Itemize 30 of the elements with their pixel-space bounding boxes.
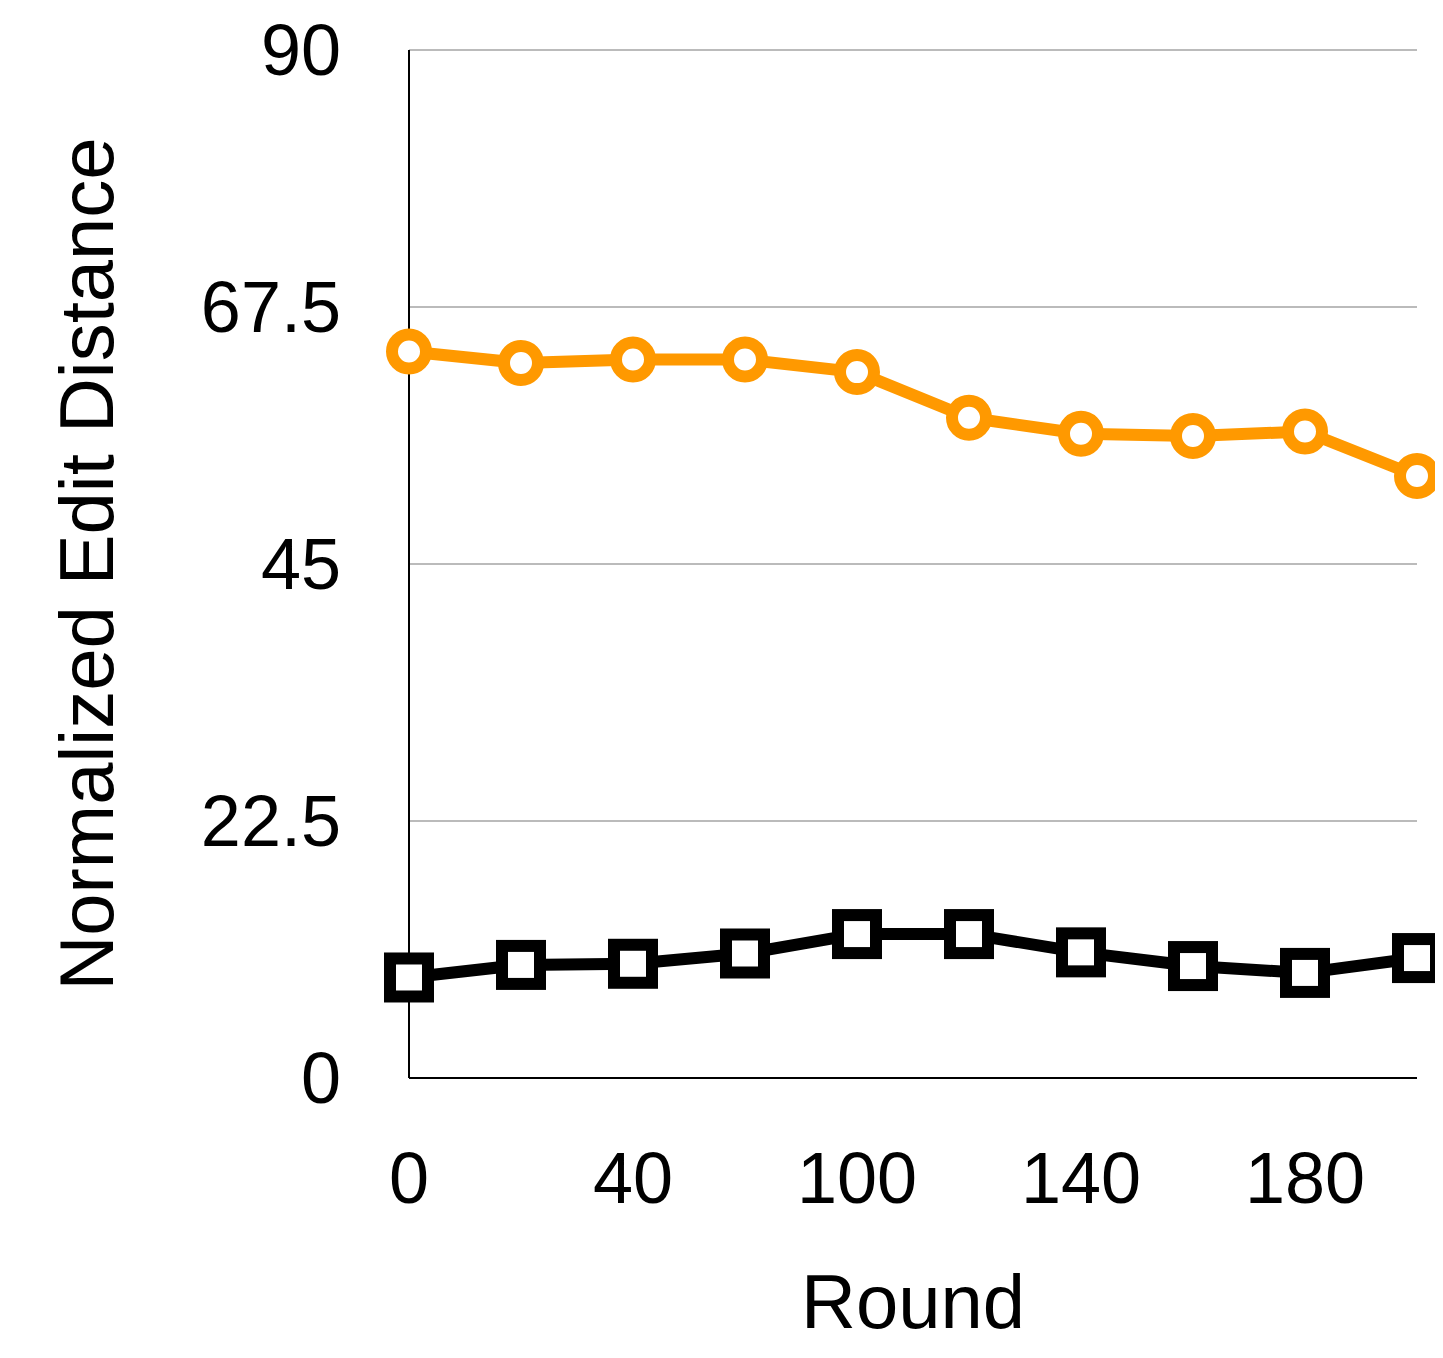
point bbox=[946, 394, 992, 441]
point bbox=[608, 938, 658, 989]
x-tick-label: 180 bbox=[1244, 1138, 1366, 1218]
point bbox=[496, 939, 546, 990]
y-tick-label: 0 bbox=[300, 1038, 341, 1119]
x-tick-label: 100 bbox=[796, 1138, 918, 1218]
point bbox=[834, 349, 880, 396]
y-tick-label: 67.5 bbox=[200, 267, 341, 348]
point bbox=[498, 339, 544, 386]
x-tick-label: 0 bbox=[388, 1138, 430, 1218]
y-tick-label: 90 bbox=[260, 10, 341, 91]
point bbox=[1170, 413, 1216, 460]
point bbox=[1056, 927, 1106, 978]
point bbox=[944, 909, 994, 960]
y-tick-label: 45 bbox=[260, 524, 341, 605]
x-tick-label: 40 bbox=[592, 1138, 674, 1218]
point bbox=[1282, 408, 1328, 455]
point bbox=[1280, 947, 1330, 998]
y-axis-title: Normalized Edit Distance bbox=[44, 137, 129, 991]
point bbox=[384, 952, 434, 1003]
point bbox=[720, 928, 770, 979]
x-axis-title: Round bbox=[801, 1259, 1025, 1344]
point bbox=[1168, 941, 1218, 992]
point bbox=[610, 336, 656, 383]
point bbox=[386, 328, 432, 375]
point bbox=[832, 909, 882, 960]
point bbox=[722, 336, 768, 383]
point bbox=[1058, 410, 1104, 457]
x-tick-label: 140 bbox=[1020, 1138, 1142, 1218]
y-tick-label: 22.5 bbox=[200, 781, 341, 862]
